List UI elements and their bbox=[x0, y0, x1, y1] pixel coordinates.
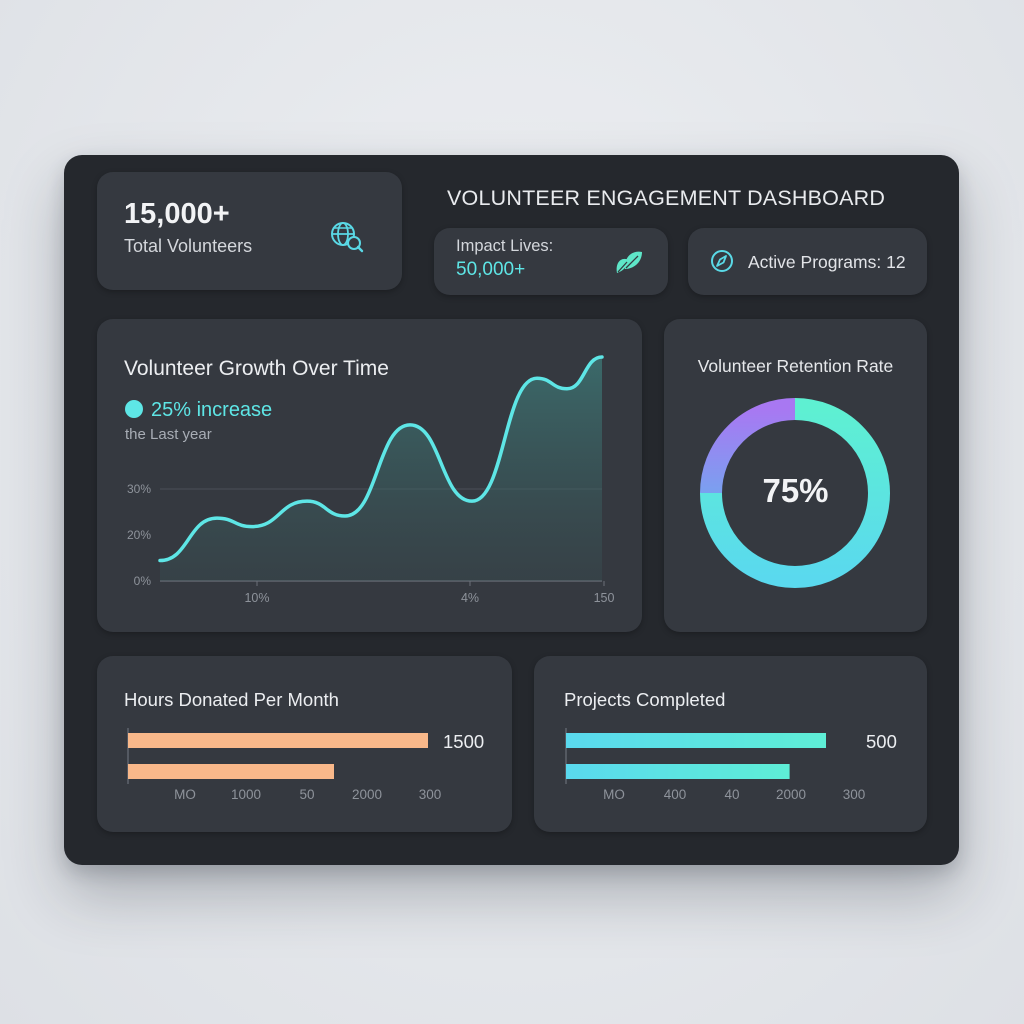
bar bbox=[128, 764, 334, 779]
retention-slice-other bbox=[700, 398, 796, 494]
growth-increase-label: 25% increase bbox=[151, 399, 273, 421]
retention-donut bbox=[700, 398, 890, 588]
dashboard-title: VOLUNTEER ENGAGEMENT DASHBOARD bbox=[447, 186, 886, 210]
bar-tick-label: MO bbox=[174, 787, 196, 802]
bar-tick-label: 1000 bbox=[231, 787, 261, 802]
compass-icon bbox=[711, 250, 733, 272]
x-tick-label: 10% bbox=[244, 591, 269, 605]
globe-search-icon bbox=[331, 222, 364, 253]
increase-dot bbox=[125, 400, 143, 418]
bar-tick-label: 40 bbox=[724, 787, 739, 802]
y-tick-label: 30% bbox=[127, 482, 151, 496]
growth-chart-card: Volunteer Growth Over Time 25% increase … bbox=[97, 319, 642, 632]
retention-title: Volunteer Retention Rate bbox=[697, 356, 894, 376]
growth-area bbox=[160, 357, 602, 581]
total-volunteers-card: 15,000+ Total Volunteers bbox=[97, 172, 402, 290]
x-tick-label: 150 bbox=[594, 591, 615, 605]
bar-tick-label: 400 bbox=[664, 787, 687, 802]
bar-tick-label: 300 bbox=[843, 787, 866, 802]
impact-lives-card: Impact Lives: 50,000+ bbox=[434, 228, 668, 295]
active-programs-label: Active Programs: 12 bbox=[748, 252, 906, 272]
hours-bar-chart: 1500 MO 1000 50 2000 300 bbox=[127, 728, 484, 802]
total-volunteers-label: Total Volunteers bbox=[124, 236, 253, 256]
growth-line bbox=[158, 355, 604, 563]
y-tick-label: 20% bbox=[127, 528, 151, 542]
bar-tick-label: 2000 bbox=[776, 787, 806, 802]
bar-value-label: 500 bbox=[866, 731, 897, 752]
projects-card: Projects Completed 500 MO 400 40 2000 300 bbox=[534, 656, 927, 832]
bar bbox=[566, 764, 790, 779]
bar-tick-label: 2000 bbox=[352, 787, 382, 802]
bar-value-label: 1500 bbox=[443, 731, 484, 752]
active-programs-card: Active Programs: 12 bbox=[688, 228, 927, 295]
bar bbox=[566, 733, 826, 748]
growth-subtitle: the Last year bbox=[125, 426, 212, 443]
retention-value: 75% bbox=[762, 472, 829, 509]
impact-lives-value: 50,000+ bbox=[456, 259, 526, 280]
bar bbox=[128, 733, 428, 748]
bar-tick-label: 50 bbox=[299, 787, 314, 802]
impact-lives-label: Impact Lives: bbox=[456, 237, 554, 255]
bar-tick-label: MO bbox=[603, 787, 625, 802]
projects-bar-chart: 500 MO 400 40 2000 300 bbox=[565, 728, 897, 802]
bar-tick-label: 300 bbox=[419, 787, 442, 802]
y-tick-label: 0% bbox=[134, 574, 152, 588]
growth-chart: 0% 20% 30% 10% 4% 150 bbox=[127, 355, 615, 605]
total-volunteers-value: 15,000+ bbox=[124, 198, 230, 230]
growth-increase: 25% increase bbox=[125, 399, 272, 422]
hours-card: Hours Donated Per Month 1500 MO 1000 50 2000… bbox=[97, 656, 512, 832]
growth-chart-title: Volunteer Growth Over Time bbox=[124, 357, 389, 380]
hours-title: Hours Donated Per Month bbox=[124, 689, 339, 710]
retention-slice-retained bbox=[700, 398, 890, 588]
retention-card: Volunteer Retention Rate 75% bbox=[664, 319, 927, 632]
projects-title: Projects Completed bbox=[564, 689, 726, 710]
leaf-icon bbox=[616, 251, 642, 273]
x-tick-label: 4% bbox=[461, 591, 479, 605]
